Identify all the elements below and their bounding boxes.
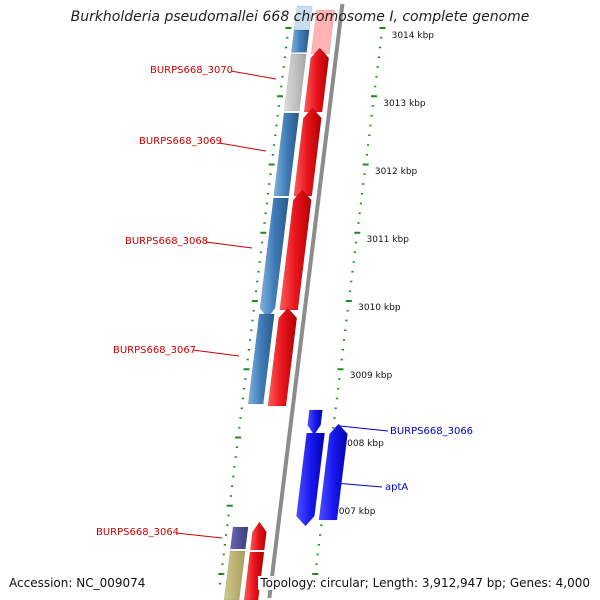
scale-tick-label: 3012 kbp [375,167,418,177]
label-rail [218,27,292,585]
gene-label-leader [192,349,240,357]
gene-forward-segment[interactable] [310,9,336,55]
gene-features [223,5,348,600]
length-value: 3,912,947 bp [421,576,502,590]
scale-tick-label: 3008 kbp [341,439,384,449]
gene-label[interactable]: BURPS668_3066 [390,426,473,437]
scale-tick-label: 3013 kbp [383,99,426,109]
gene-label-leader [334,482,383,488]
gene-forward-segment[interactable] [249,521,267,551]
gene-forward-segment[interactable] [267,307,298,407]
scale-tick-label: 3010 kbp [358,303,401,313]
gene-label[interactable]: BURPS668_3068 [125,236,208,247]
accession-label: Accession: [9,576,73,590]
genes-value: 4,000 [555,576,590,590]
gene-reverse-segment[interactable] [247,313,275,405]
gene-label-leader [175,532,223,539]
length-label: Length: [372,576,419,590]
scale-ticks: 3014 kbp 3013 kbp 3012 kbp 3011 kbp 3010 kbp… [218,27,435,585]
gene-reverse-segment[interactable] [259,197,289,319]
gene-reverse-segment[interactable] [230,526,249,550]
gene-reverse-segment[interactable] [283,53,307,112]
gene-label[interactable]: BURPS668_3069 [139,136,222,147]
accession-info: Accession: NC_009074 [9,576,145,590]
topology-value: circular [320,576,365,590]
scale-rail [312,27,386,585]
scale-tick-label: 3014 kbp [392,31,435,41]
scale-tick-label: 3007 kbp [333,507,376,517]
gene-label-leader [205,241,253,249]
chromosome-backbone [267,3,345,599]
gene-reverse-segment[interactable] [273,112,300,197]
gene-forward-segment[interactable] [303,47,330,113]
genes-label: Genes: [509,576,552,590]
backbone-line [267,3,345,599]
gene-other-segment[interactable] [318,423,348,521]
gene-reverse-segment[interactable] [223,550,246,600]
topology-label: Topology: [260,576,317,590]
gene-other-segment[interactable] [307,409,323,436]
gene-other-segment[interactable] [296,432,325,527]
gene-labels: BURPS668_3070 BURPS668_3069 BURPS668_3068 B… [96,65,473,539]
accession-value: NC_009074 [76,576,146,590]
map-title: Burkholderia pseudomallei 668 chromosome… [70,9,530,25]
gene-reverse-segment[interactable] [291,29,310,53]
gene-label[interactable]: aptA [385,482,408,493]
gene-label[interactable]: BURPS668_3070 [150,65,233,76]
gene-label[interactable]: BURPS668_3067 [113,345,196,356]
gene-label-leader [230,70,277,80]
genome-stats: Topology: circular; Length: 3,912,947 bp… [258,576,590,590]
gene-label-leader [339,425,389,432]
gene-label[interactable]: BURPS668_3064 [96,527,179,538]
scale-tick-label: 3009 kbp [350,371,393,381]
scale-tick-label: 3011 kbp [367,235,410,245]
gene-label-leader [218,142,267,152]
